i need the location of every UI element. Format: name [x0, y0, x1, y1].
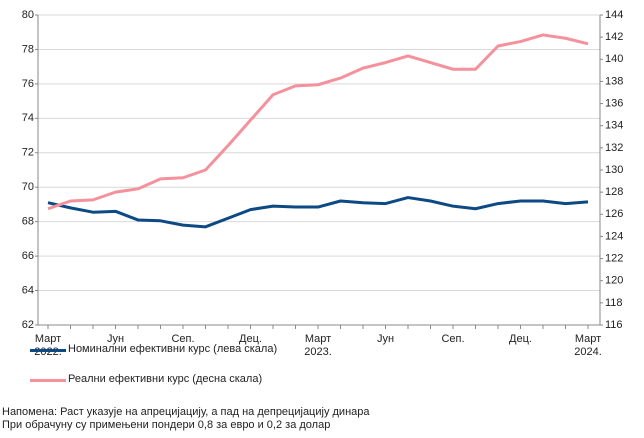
legend-label: Номинални ефективни курс (лева скала): [68, 343, 278, 355]
y2-tick-label: 116: [605, 319, 623, 331]
y2-tick-label: 136: [605, 97, 623, 109]
x-tick-label: Март 2023.: [304, 333, 332, 358]
y-tick-label: 68: [22, 216, 34, 228]
y2-tick-label: 132: [605, 142, 623, 154]
y2-tick-label: 122: [605, 252, 623, 264]
y2-tick-label: 124: [605, 230, 623, 242]
y2-tick-label: 128: [605, 186, 623, 198]
footnote: При обрачуну су примењени пондери 0,8 за…: [2, 419, 331, 431]
series-line: [47, 196, 589, 229]
y-tick-label: 80: [22, 9, 34, 21]
y-tick-label: 66: [22, 250, 34, 262]
legend-swatch: [30, 379, 66, 382]
x-tick-label: Дец.: [239, 333, 262, 345]
y-tick-label: 70: [22, 181, 34, 193]
y2-tick-label: 144: [605, 9, 623, 21]
y-tick-label: 78: [22, 43, 34, 55]
y2-tick-label: 130: [605, 164, 623, 176]
legend-label: Реални ефективни курс (десна скала): [68, 373, 263, 385]
x-tick-label: Сеп.: [171, 333, 195, 345]
y2-tick-label: 120: [605, 275, 623, 287]
x-tick-label: Сеп.: [441, 333, 465, 345]
y-tick-label: 62: [22, 319, 34, 331]
y2-tick-label: 140: [605, 53, 623, 65]
x-tick-label: Јун: [376, 333, 395, 345]
y-tick-label: 72: [22, 147, 34, 159]
y2-tick-label: 118: [605, 297, 623, 309]
x-tick-label: Јун: [106, 333, 125, 345]
legend-swatch: [30, 349, 66, 352]
series-line: [47, 33, 589, 211]
x-tick-label: Март 2024.: [574, 333, 602, 358]
y2-tick-label: 138: [605, 75, 623, 87]
y-tick-label: 64: [22, 284, 34, 296]
y2-tick-label: 126: [605, 208, 623, 220]
y-tick-label: 76: [22, 78, 34, 90]
y2-tick-label: 134: [605, 120, 623, 132]
y-tick-label: 74: [22, 112, 34, 124]
y2-tick-label: 142: [605, 31, 623, 43]
x-tick-label: Дец.: [509, 333, 532, 345]
footnote: Напомена: Раст указује на апрецијацију, …: [2, 406, 370, 418]
